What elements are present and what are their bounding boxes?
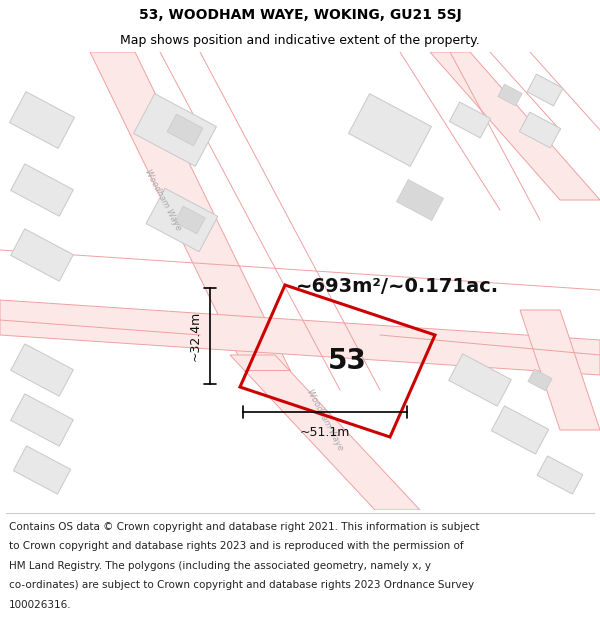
Polygon shape [230, 355, 420, 510]
Polygon shape [134, 94, 217, 166]
Polygon shape [10, 92, 74, 148]
Text: 53: 53 [328, 347, 367, 375]
Polygon shape [520, 310, 600, 430]
Text: Woodham Waye: Woodham Waye [305, 388, 345, 452]
Polygon shape [167, 114, 203, 146]
Polygon shape [528, 369, 552, 391]
Text: Map shows position and indicative extent of the property.: Map shows position and indicative extent… [120, 34, 480, 47]
Polygon shape [11, 164, 73, 216]
Polygon shape [13, 446, 71, 494]
Polygon shape [430, 52, 600, 200]
Text: HM Land Registry. The polygons (including the associated geometry, namely x, y: HM Land Registry. The polygons (includin… [9, 561, 431, 571]
Text: ~51.1m: ~51.1m [300, 426, 350, 439]
Polygon shape [527, 74, 563, 106]
Polygon shape [146, 188, 218, 252]
Polygon shape [491, 406, 548, 454]
Text: 53, WOODHAM WAYE, WOKING, GU21 5SJ: 53, WOODHAM WAYE, WOKING, GU21 5SJ [139, 8, 461, 21]
Text: ~32.4m: ~32.4m [189, 311, 202, 361]
Polygon shape [0, 300, 600, 375]
Polygon shape [449, 354, 511, 406]
Text: 100026316.: 100026316. [9, 600, 71, 610]
Text: ~693m²/~0.171ac.: ~693m²/~0.171ac. [296, 276, 499, 296]
Text: Contains OS data © Crown copyright and database right 2021. This information is : Contains OS data © Crown copyright and d… [9, 521, 479, 531]
Polygon shape [175, 206, 205, 234]
Text: to Crown copyright and database rights 2023 and is reproduced with the permissio: to Crown copyright and database rights 2… [9, 541, 464, 551]
Polygon shape [11, 344, 73, 396]
Polygon shape [498, 84, 522, 106]
Polygon shape [90, 52, 290, 370]
Text: Woodham Waye: Woodham Waye [143, 168, 183, 232]
Polygon shape [449, 102, 491, 138]
Polygon shape [537, 456, 583, 494]
Polygon shape [11, 229, 73, 281]
Polygon shape [520, 112, 560, 148]
Polygon shape [11, 394, 73, 446]
Polygon shape [397, 179, 443, 221]
Polygon shape [349, 94, 431, 166]
Text: co-ordinates) are subject to Crown copyright and database rights 2023 Ordnance S: co-ordinates) are subject to Crown copyr… [9, 580, 474, 590]
